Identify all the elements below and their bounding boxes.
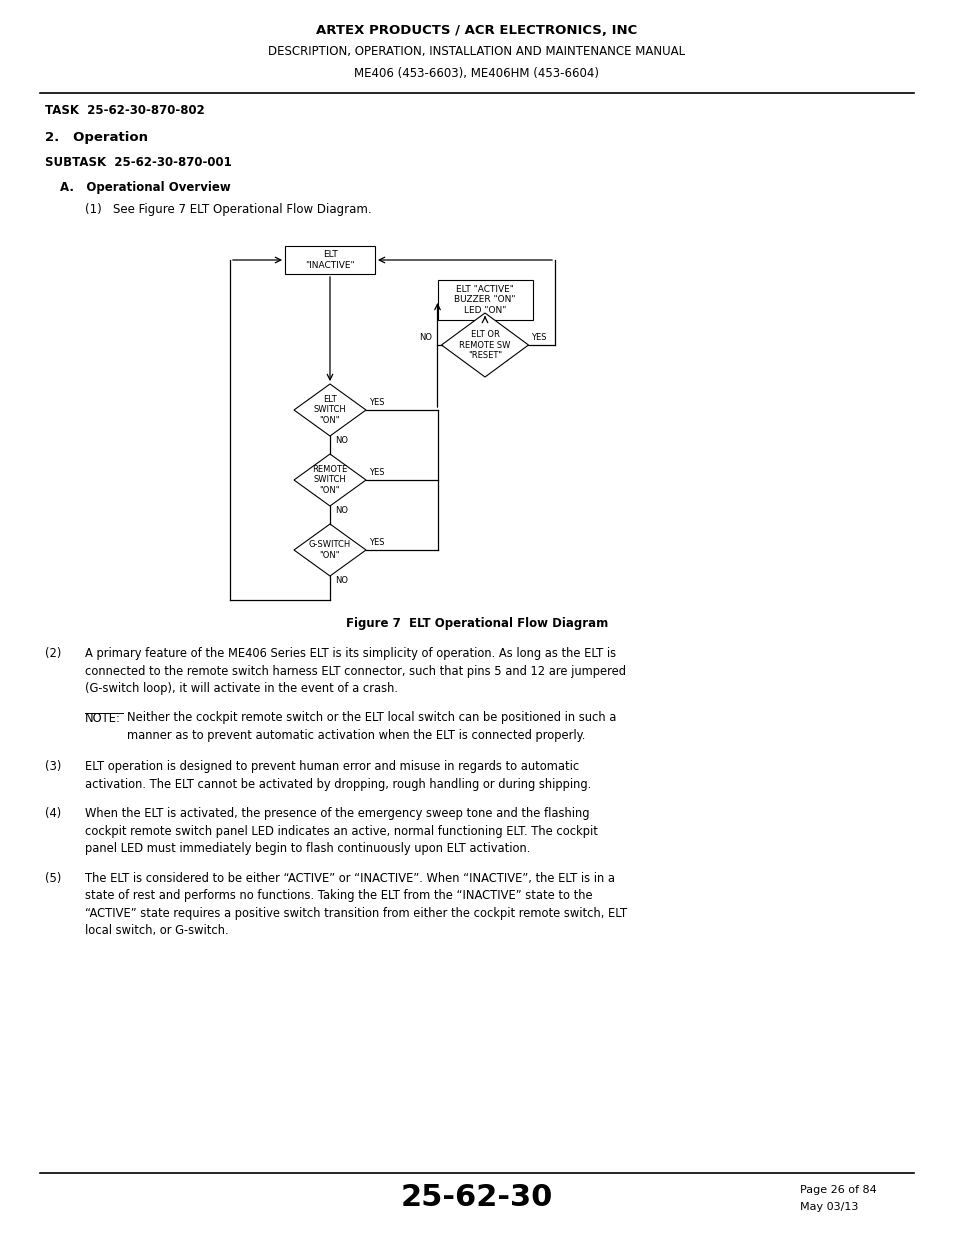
Text: (3): (3) (45, 761, 61, 773)
Text: When the ELT is activated, the presence of the emergency sweep tone and the flas: When the ELT is activated, the presence … (85, 808, 589, 820)
Text: YES: YES (531, 333, 546, 342)
Polygon shape (441, 312, 528, 377)
Text: Neither the cockpit remote switch or the ELT local switch can be positioned in s: Neither the cockpit remote switch or the… (127, 711, 616, 725)
Text: TASK  25-62-30-870-802: TASK 25-62-30-870-802 (45, 104, 205, 116)
Polygon shape (294, 384, 366, 436)
Text: connected to the remote switch harness ELT connector, such that pins 5 and 12 ar: connected to the remote switch harness E… (85, 664, 625, 678)
Polygon shape (294, 524, 366, 576)
Text: A.   Operational Overview: A. Operational Overview (60, 180, 231, 194)
Text: (5): (5) (45, 872, 61, 885)
Text: YES: YES (369, 538, 384, 547)
Text: NO: NO (335, 506, 348, 515)
Text: May 03/13: May 03/13 (800, 1202, 858, 1212)
Text: manner as to prevent automatic activation when the ELT is connected properly.: manner as to prevent automatic activatio… (127, 729, 585, 742)
Text: NO: NO (335, 576, 348, 585)
Text: A primary feature of the ME406 Series ELT is its simplicity of operation. As lon: A primary feature of the ME406 Series EL… (85, 647, 616, 659)
Text: Page 26 of 84: Page 26 of 84 (800, 1186, 876, 1195)
Text: local switch, or G-switch.: local switch, or G-switch. (85, 925, 229, 937)
Text: The ELT is considered to be either “ACTIVE” or “INACTIVE”. When “INACTIVE”, the : The ELT is considered to be either “ACTI… (85, 872, 615, 885)
Text: (G-switch loop), it will activate in the event of a crash.: (G-switch loop), it will activate in the… (85, 682, 397, 695)
Text: 2.   Operation: 2. Operation (45, 131, 148, 143)
Text: NO: NO (335, 436, 348, 445)
Text: (4): (4) (45, 808, 61, 820)
Text: (1)   See Figure 7 ELT Operational Flow Diagram.: (1) See Figure 7 ELT Operational Flow Di… (85, 203, 372, 215)
Text: ELT
SWITCH
"ON": ELT SWITCH "ON" (314, 395, 346, 425)
Text: YES: YES (369, 468, 384, 477)
Text: NOTE:: NOTE: (85, 711, 121, 725)
Text: ME406 (453-6603), ME406HM (453-6604): ME406 (453-6603), ME406HM (453-6604) (355, 68, 598, 80)
Text: Figure 7  ELT Operational Flow Diagram: Figure 7 ELT Operational Flow Diagram (346, 616, 607, 630)
Text: REMOTE
SWITCH
"ON": REMOTE SWITCH "ON" (312, 466, 347, 495)
Text: DESCRIPTION, OPERATION, INSTALLATION AND MAINTENANCE MANUAL: DESCRIPTION, OPERATION, INSTALLATION AND… (268, 46, 685, 58)
Text: YES: YES (369, 398, 384, 408)
FancyBboxPatch shape (285, 246, 375, 274)
Text: cockpit remote switch panel LED indicates an active, normal functioning ELT. The: cockpit remote switch panel LED indicate… (85, 825, 598, 839)
Text: ELT operation is designed to prevent human error and misuse in regards to automa: ELT operation is designed to prevent hum… (85, 761, 578, 773)
Text: state of rest and performs no functions. Taking the ELT from the “INACTIVE” stat: state of rest and performs no functions.… (85, 889, 592, 903)
Text: 25-62-30: 25-62-30 (400, 1182, 553, 1212)
Text: SUBTASK  25-62-30-870-001: SUBTASK 25-62-30-870-001 (45, 157, 232, 169)
FancyBboxPatch shape (437, 280, 532, 320)
Text: panel LED must immediately begin to flash continuously upon ELT activation.: panel LED must immediately begin to flas… (85, 842, 530, 856)
Text: ARTEX PRODUCTS / ACR ELECTRONICS, INC: ARTEX PRODUCTS / ACR ELECTRONICS, INC (316, 23, 637, 37)
Text: ELT "ACTIVE"
BUZZER "ON"
LED "ON": ELT "ACTIVE" BUZZER "ON" LED "ON" (454, 285, 516, 315)
Text: “ACTIVE” state requires a positive switch transition from either the cockpit rem: “ACTIVE” state requires a positive switc… (85, 906, 626, 920)
Text: G-SWITCH
"ON": G-SWITCH "ON" (309, 540, 351, 559)
Text: ELT OR
REMOTE SW
"RESET": ELT OR REMOTE SW "RESET" (458, 330, 510, 359)
Text: NO: NO (419, 333, 432, 342)
Text: (2): (2) (45, 647, 61, 659)
Text: ELT
"INACTIVE": ELT "INACTIVE" (305, 251, 355, 269)
Polygon shape (294, 454, 366, 506)
Text: activation. The ELT cannot be activated by dropping, rough handling or during sh: activation. The ELT cannot be activated … (85, 778, 591, 790)
